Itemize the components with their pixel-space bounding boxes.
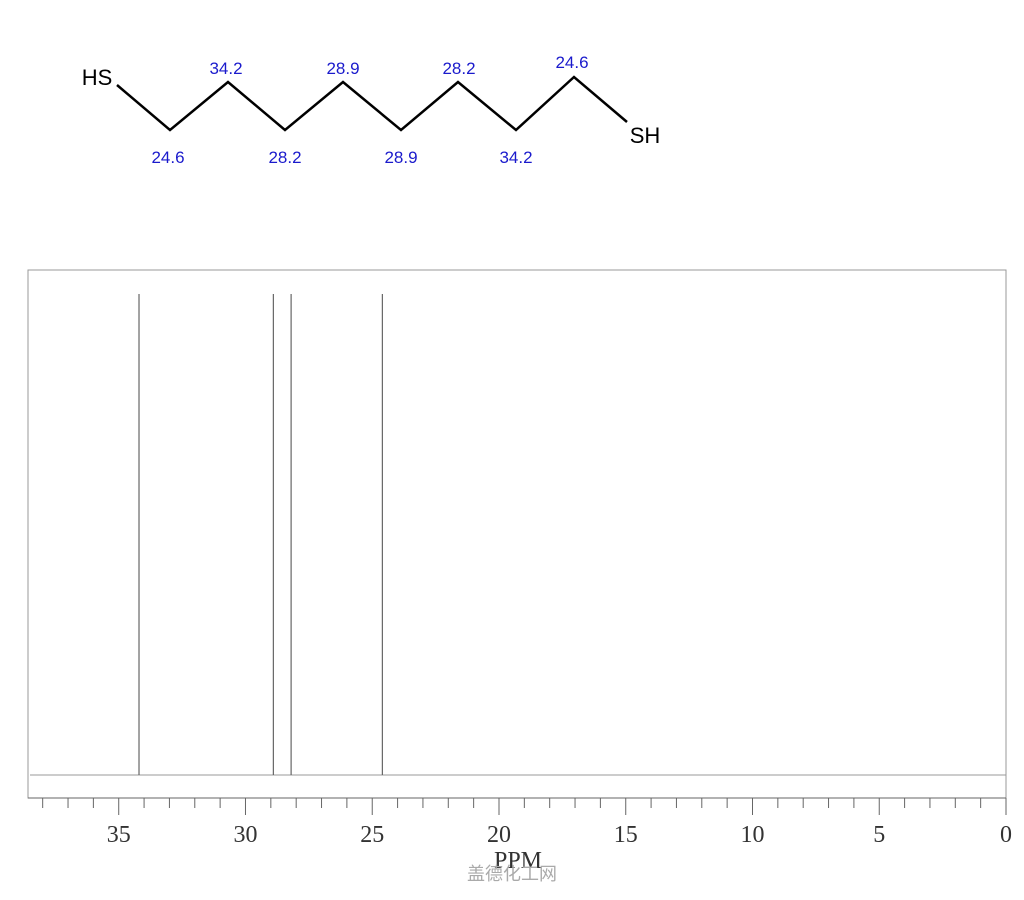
thiol-group: SH	[630, 123, 661, 148]
x-tick-label: 15	[614, 822, 638, 848]
x-tick-label: 5	[873, 822, 885, 848]
x-axis-label: PPM	[494, 848, 542, 874]
x-tick-label: 0	[1000, 822, 1012, 848]
shift-label: 28.9	[326, 59, 359, 78]
shift-label: 28.9	[384, 148, 417, 167]
thiol-group: HS	[82, 65, 113, 90]
shift-label: 28.2	[442, 59, 475, 78]
x-tick-label: 30	[233, 822, 257, 848]
x-tick-label: 20	[487, 822, 511, 848]
watermark: 盖德化工网	[467, 864, 557, 885]
x-tick-label: 10	[740, 822, 764, 848]
shift-label: 24.6	[555, 53, 588, 72]
molecule: HS SH 24.6 34.2 28.2 28.9 28.9 28.2 34.2…	[82, 53, 661, 167]
x-tick-label: 35	[107, 822, 131, 848]
plot-frame	[27, 269, 1007, 799]
shift-label: 24.6	[151, 148, 184, 167]
shift-label: 34.2	[209, 59, 242, 78]
chain-bonds	[116, 75, 628, 132]
shift-label: 34.2	[499, 148, 532, 167]
x-tick-label: 25	[360, 822, 384, 848]
shift-label: 28.2	[268, 148, 301, 167]
